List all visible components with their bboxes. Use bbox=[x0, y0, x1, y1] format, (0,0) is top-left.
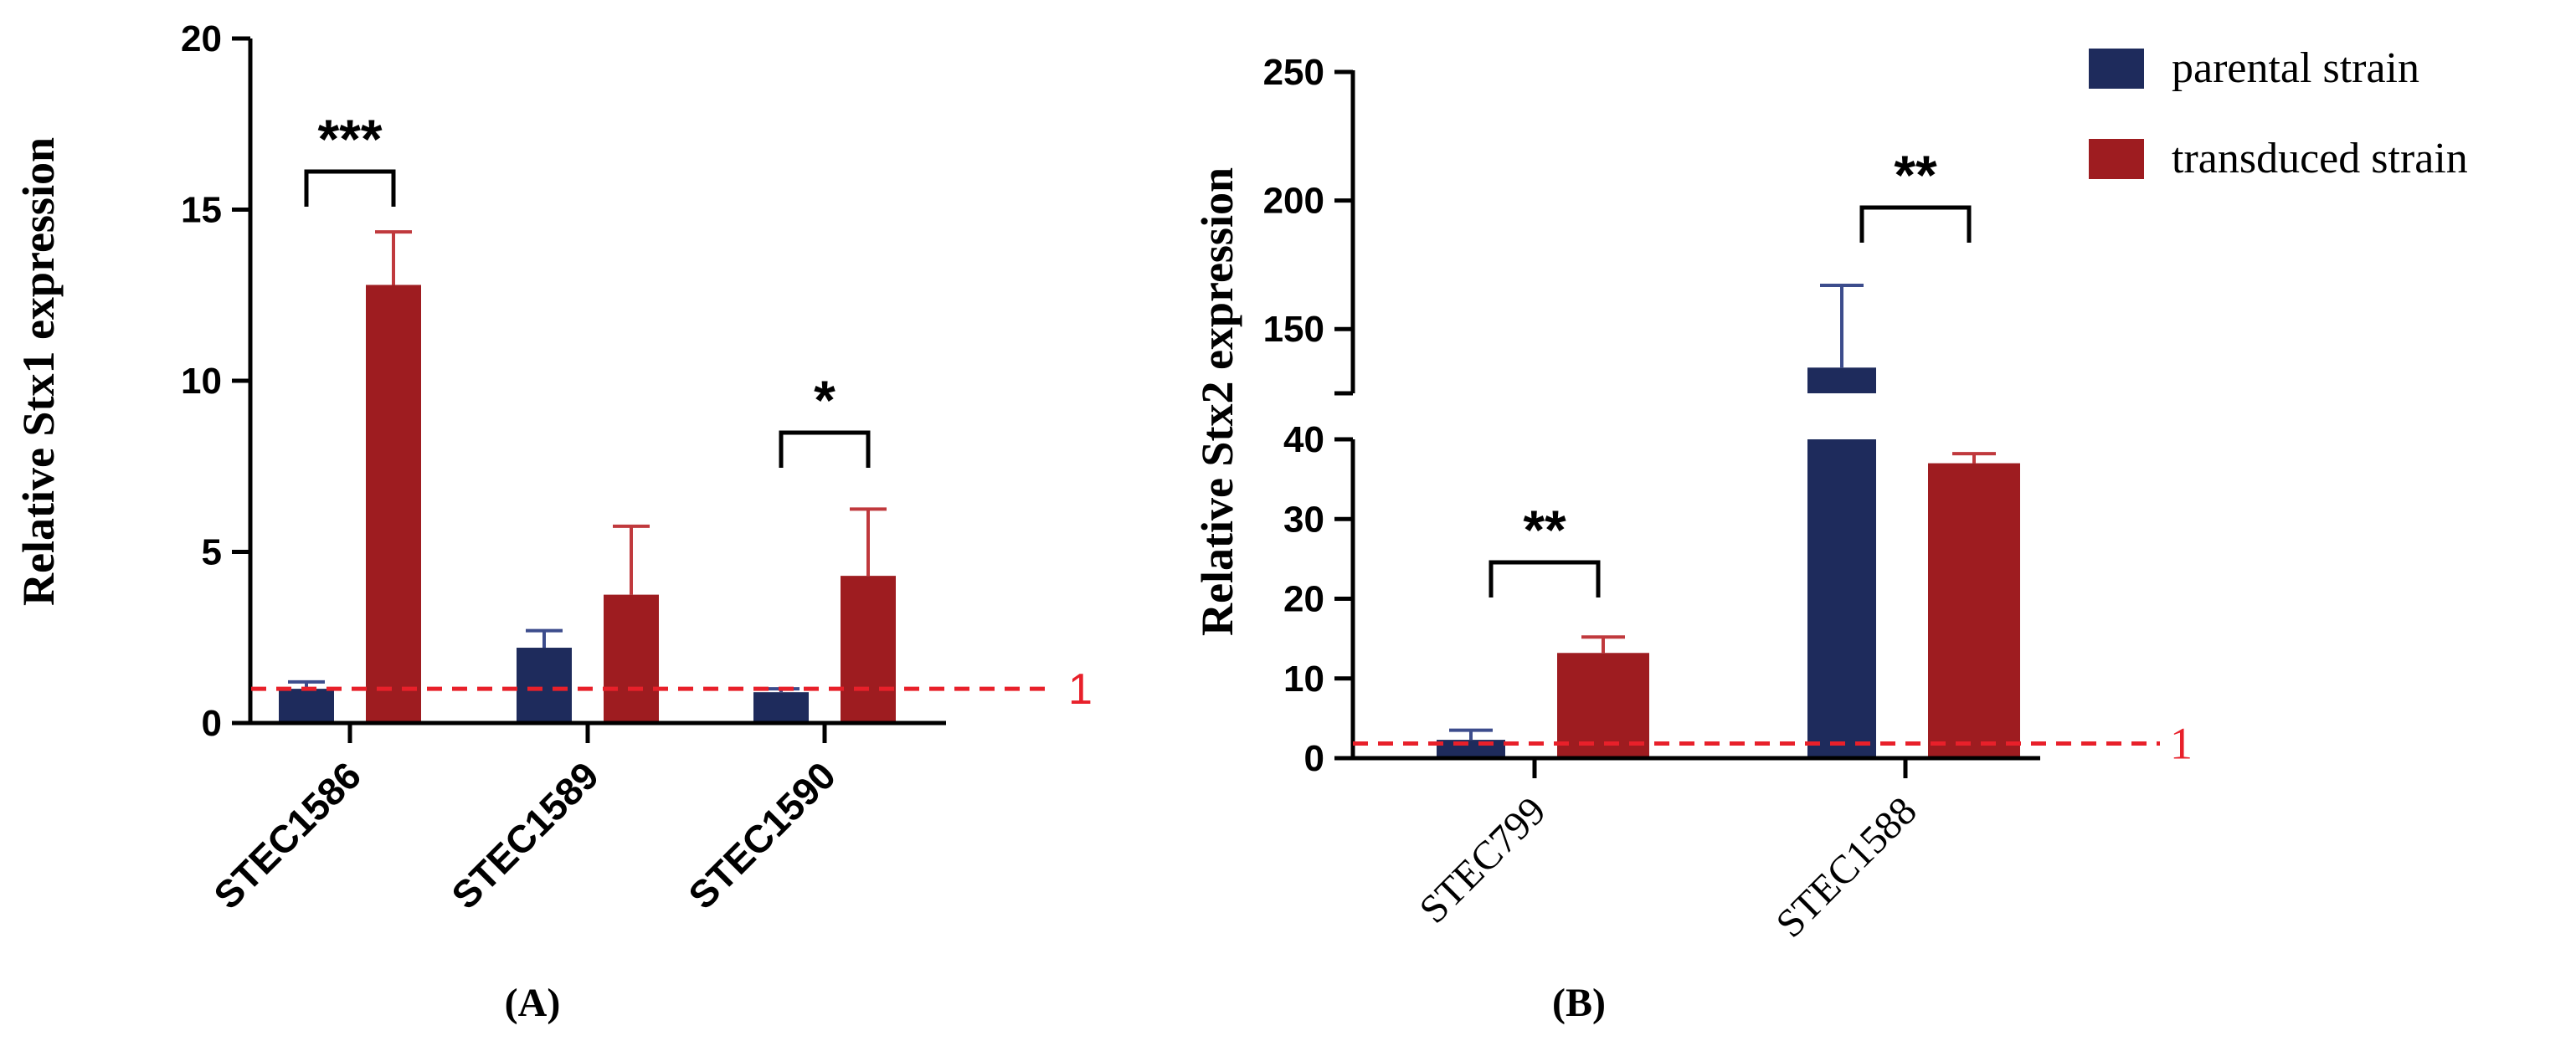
legend-swatch-parental bbox=[2089, 49, 2144, 89]
a-ytick-label-3: 15 bbox=[181, 190, 222, 231]
panel-b-y-axis-title: Relative Stx2 expression bbox=[1192, 167, 1242, 636]
legend: parental strain transduced strain bbox=[2089, 44, 2468, 182]
legend-swatch-transduced bbox=[2089, 139, 2144, 179]
b-reference-label: 1 bbox=[2170, 718, 2193, 768]
b-sig-bracket-1 bbox=[1859, 205, 1972, 243]
b-ytick-label-5: 150 bbox=[1263, 309, 1324, 350]
a-ytick-label-4: 20 bbox=[181, 18, 222, 59]
b-xtick-label-1: STEC1588 bbox=[1767, 788, 1925, 946]
a-reference-label: 1 bbox=[1068, 665, 1093, 714]
a-sig-bracket-1 bbox=[779, 430, 871, 468]
a-xtick-label-2: STEC1590 bbox=[680, 753, 844, 917]
bar-b-transduced-0 bbox=[1557, 653, 1649, 758]
a-sig-label-1: * bbox=[814, 369, 836, 431]
b-ytick-label-3: 30 bbox=[1283, 499, 1324, 540]
bar-b-transduced-1 bbox=[1928, 463, 2020, 758]
bar-a-transduced-0 bbox=[366, 285, 421, 724]
b-sig-label-0: ** bbox=[1523, 499, 1566, 561]
panel-a-y-axis-title: Relative Stx1 expression bbox=[13, 137, 64, 606]
b-ytick-label-7: 250 bbox=[1263, 52, 1324, 93]
panel-b-chart: Relative Stx2 expression 0 10 20 30 40 150 200… bbox=[1192, 52, 2193, 1025]
b-sig-label-1: ** bbox=[1894, 144, 1937, 206]
bar-b-parental-1-upper bbox=[1807, 367, 1876, 393]
b-ytick-label-6: 200 bbox=[1263, 181, 1324, 222]
b-sig-bracket-0 bbox=[1489, 560, 1601, 597]
a-ytick-label-2: 10 bbox=[181, 361, 222, 402]
legend-label-parental: parental strain bbox=[2172, 44, 2419, 92]
bar-b-parental-1-lower bbox=[1807, 439, 1876, 758]
panel-a-chart: Relative Stx1 expression 0 5 10 15 20 STEC158… bbox=[13, 18, 1093, 1025]
a-ytick-label-1: 5 bbox=[202, 532, 222, 573]
a-xtick-label-0: STEC1586 bbox=[205, 753, 369, 917]
b-ytick-label-2: 20 bbox=[1283, 579, 1324, 620]
b-xtick-label-0: STEC799 bbox=[1411, 788, 1554, 931]
bar-a-parental-2 bbox=[753, 692, 809, 723]
panel-a-label: (A) bbox=[505, 981, 561, 1025]
bar-a-transduced-2 bbox=[841, 576, 896, 723]
a-sig-bracket-0 bbox=[304, 169, 396, 207]
bar-a-parental-1 bbox=[517, 648, 572, 723]
a-ytick-label-0: 0 bbox=[202, 703, 222, 744]
bar-a-parental-0 bbox=[279, 689, 334, 723]
a-sig-label-0: *** bbox=[317, 108, 382, 170]
panel-b-label: (B) bbox=[1552, 981, 1606, 1025]
b-ytick-label-0: 0 bbox=[1304, 738, 1324, 779]
b-ytick-label-1: 10 bbox=[1283, 659, 1324, 700]
bar-a-transduced-1 bbox=[604, 594, 659, 723]
legend-label-transduced: transduced strain bbox=[2172, 135, 2468, 182]
b-ytick-label-4: 40 bbox=[1283, 419, 1324, 460]
a-xtick-label-1: STEC1589 bbox=[443, 753, 607, 917]
bar-b-parental-0 bbox=[1437, 740, 1505, 758]
